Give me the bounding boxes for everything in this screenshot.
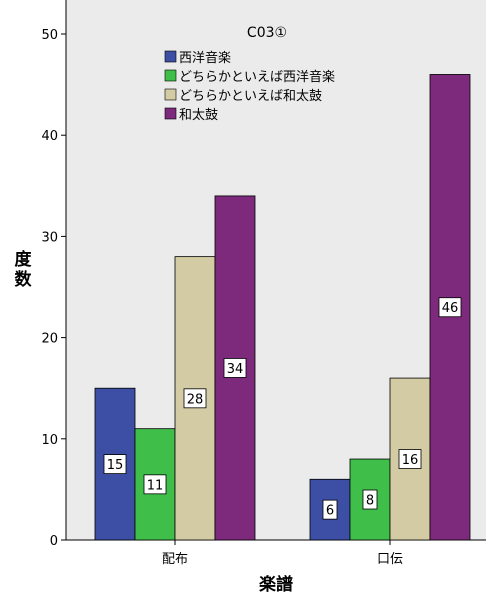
- y-ticks: 0 10 20 30 40 50: [41, 28, 66, 549]
- data-label-box: [362, 489, 378, 510]
- data-label-box: [103, 454, 127, 475]
- data-label: 8: [366, 494, 374, 509]
- y-tick-label: 30: [41, 230, 58, 245]
- data-label-box: [322, 499, 338, 520]
- y-tick-label: 10: [41, 433, 58, 448]
- data-label-box: [223, 358, 247, 378]
- y-tick-label: 0: [50, 534, 58, 549]
- legend-label: 和太鼓: [179, 108, 218, 123]
- x-category-label: 配布: [162, 552, 188, 567]
- legend-label: どちらかといえば西洋音楽: [179, 69, 335, 85]
- y-axis-title: 度数: [15, 249, 33, 290]
- x-axis-title: 楽譜: [259, 574, 293, 595]
- y-tick-label: 40: [41, 129, 58, 144]
- data-label: 15: [107, 458, 124, 473]
- data-labels: 15 11 28 34 6 8 16 46: [103, 297, 462, 520]
- data-label: 34: [227, 362, 244, 377]
- bar: [349, 458, 391, 541]
- data-label: 46: [442, 301, 459, 316]
- legend-swatch: [164, 50, 177, 63]
- legend-swatch: [164, 88, 177, 101]
- x-categories: 配布 口伝: [162, 540, 403, 567]
- data-label: 6: [326, 504, 334, 519]
- data-label-box: [438, 297, 462, 318]
- legend-title: C03①: [247, 25, 287, 41]
- y-tick-label: 20: [41, 332, 58, 347]
- legend-swatch: [164, 107, 177, 120]
- legend-label: 西洋音楽: [179, 50, 231, 66]
- data-label-box: [183, 388, 207, 409]
- data-label: 11: [147, 478, 164, 493]
- x-category-label: 口伝: [377, 552, 403, 567]
- legend-label: どちらかといえば和太鼓: [179, 89, 322, 104]
- legend-swatch: [164, 69, 177, 82]
- data-label: 28: [187, 392, 204, 407]
- y-tick-label: 50: [41, 28, 58, 43]
- data-label-box: [143, 474, 167, 495]
- bar: [389, 377, 431, 541]
- data-label-box: [398, 449, 422, 469]
- data-label: 16: [402, 453, 419, 468]
